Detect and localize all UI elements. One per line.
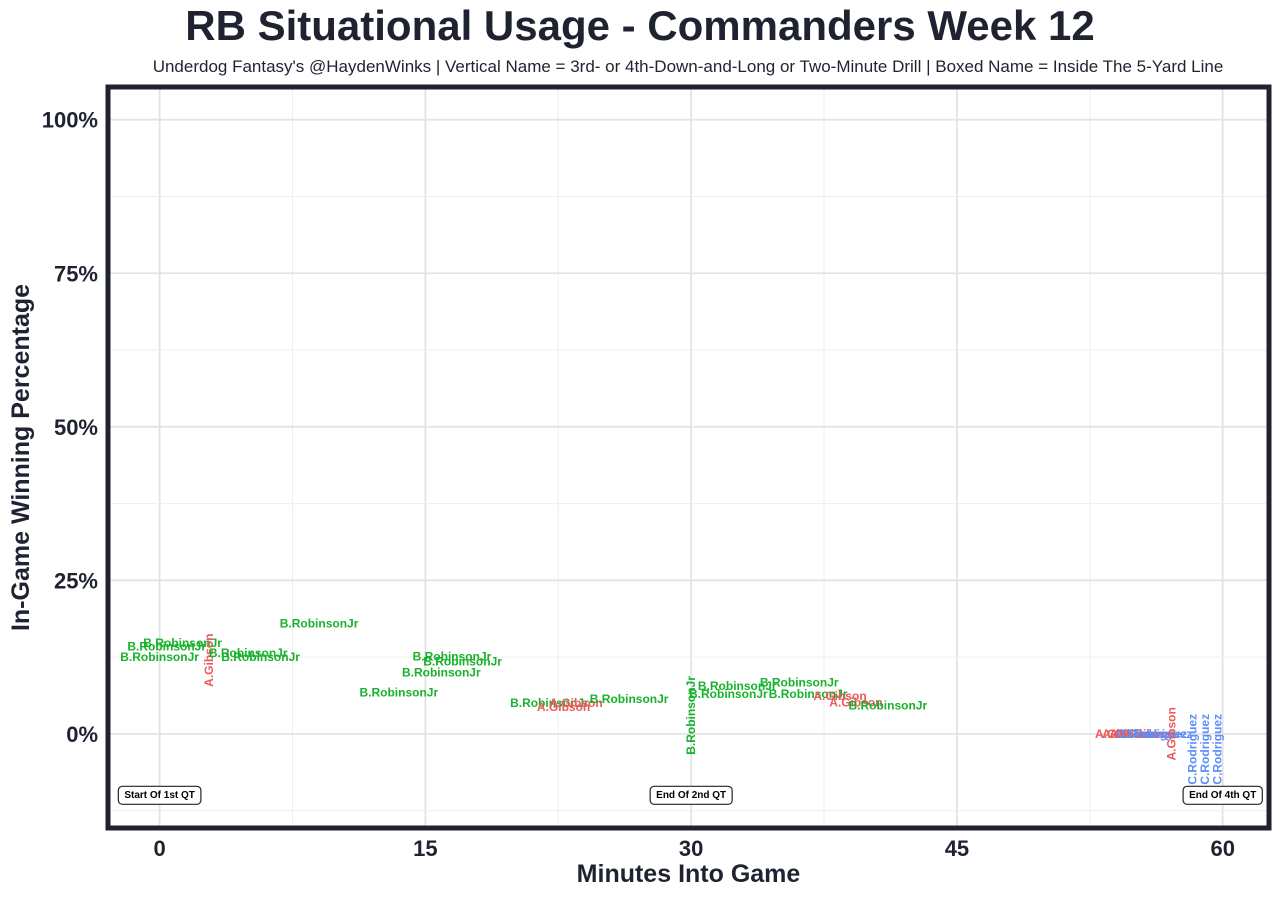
data-point-label: A.Gibson	[549, 696, 602, 710]
data-point-label: B.RobinsonJr	[120, 650, 199, 664]
y-tick-label: 25%	[54, 568, 98, 593]
data-point-label: C.Rodriguez	[1122, 727, 1193, 741]
data-point-label: B.RobinsonJr	[698, 679, 777, 693]
data-point-label: A.Gibson	[1095, 727, 1148, 741]
data-point-label: A.Gibson	[1164, 707, 1178, 760]
data-point-label: B.RobinsonJr	[221, 650, 300, 664]
data-point-label: B.RobinsonJr	[848, 699, 927, 713]
y-tick-label: 50%	[54, 415, 98, 440]
chart-title: RB Situational Usage - Commanders Week 1…	[185, 2, 1095, 49]
quarter-marker-box	[649, 785, 733, 805]
data-point-label: A.Gibson	[1102, 727, 1155, 741]
chart-subtitle: Underdog Fantasy's @HaydenWinks | Vertic…	[152, 57, 1224, 76]
data-point-label: C.Rodriguez	[1186, 714, 1200, 785]
data-point-label: B.RobinsonJr	[423, 654, 502, 668]
quarter-marker: Start Of 1st QT	[117, 785, 202, 805]
grid	[110, 89, 1267, 826]
y-tick-label: 75%	[54, 261, 98, 286]
data-point-label: B.RobinsonJr	[760, 675, 839, 689]
data-point-label: A.Gibson	[1115, 727, 1168, 741]
data-point-label: C.Rodriguez	[1116, 727, 1187, 741]
data-point-label: B.RobinsonJr	[359, 686, 438, 700]
x-tick-label: 15	[413, 836, 437, 861]
plot-panel-border	[105, 84, 1272, 831]
x-tick-label: 60	[1210, 836, 1234, 861]
data-point-label: B.RobinsonJr	[684, 676, 698, 755]
quarter-marker: End Of 2nd QT	[649, 785, 733, 805]
data-point-label: B.RobinsonJr	[510, 696, 589, 710]
y-tick-label: 100%	[42, 108, 98, 133]
quarter-marker-box	[1182, 785, 1263, 805]
data-point-label: B.RobinsonJr	[127, 640, 206, 654]
data-point-label: B.RobinsonJr	[402, 665, 481, 679]
data-point-label: A.Gibson	[202, 634, 216, 687]
data-point-label: B.RobinsonJr	[143, 636, 222, 650]
axis-ticks: 0 15 30 45 60 0% 25% 50% 75% 100%	[42, 108, 1235, 861]
data-point-label: A.Gibson	[537, 700, 590, 714]
data-point-label: B.RobinsonJr	[689, 687, 768, 701]
data-point-label: B.RobinsonJr	[413, 649, 492, 663]
x-axis-title: Minutes Into Game	[577, 860, 801, 888]
data-point-label: A.Gibson	[1122, 727, 1175, 741]
data-point-label: A.Gibson	[829, 696, 882, 710]
y-tick-label: 0%	[66, 722, 98, 747]
quarter-marker-label: Start Of 1st QT	[124, 790, 195, 801]
data-point-label: A.Gibson	[813, 689, 866, 703]
data-point-label: B.RobinsonJr	[769, 687, 848, 701]
data-point-label: C.Rodriguez	[1210, 714, 1224, 785]
data-point-label: A.Gibson	[1109, 727, 1162, 741]
y-axis-title: In-Game Winning Percentage	[7, 284, 35, 631]
x-tick-label: 30	[679, 836, 703, 861]
data-point-label: B.RobinsonJr	[209, 646, 288, 660]
data-point-label: C.Rodriguez	[1198, 714, 1212, 785]
quarter-marker-box	[117, 785, 202, 805]
x-tick-label: 0	[153, 836, 165, 861]
quarter-markers: Start Of 1st QT End Of 2nd QT End Of 4th Q…	[117, 785, 1263, 805]
quarter-marker-label: End Of 4th QT	[1189, 790, 1256, 801]
data-point-label: B.RobinsonJr	[280, 616, 359, 630]
quarter-marker-label: End Of 2nd QT	[656, 790, 726, 801]
data-point-label: B.RobinsonJr	[590, 692, 669, 706]
quarter-marker: End Of 4th QT	[1182, 785, 1263, 805]
x-tick-label: 45	[945, 836, 969, 861]
